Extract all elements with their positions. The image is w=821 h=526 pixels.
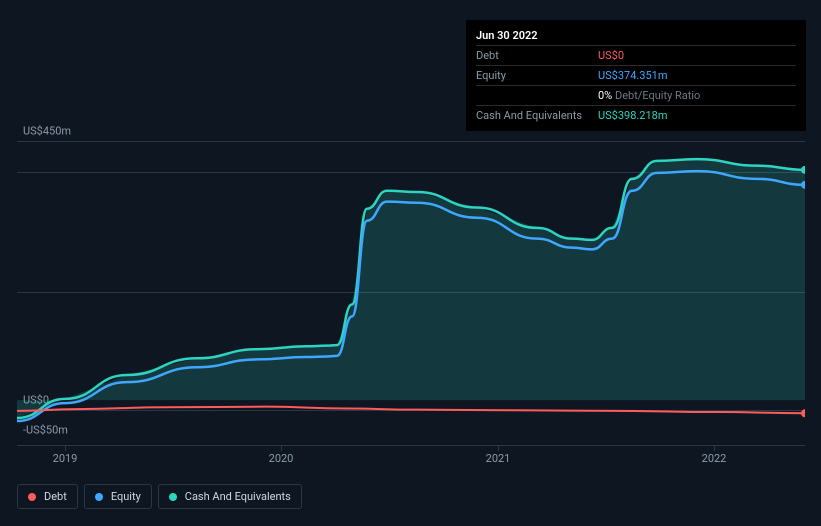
line-debt	[17, 407, 805, 414]
x-axis-label: 2020	[269, 452, 294, 465]
tooltip-value: 0% Debt/Equity Ratio	[598, 89, 796, 102]
tooltip-value: US$0	[598, 49, 796, 62]
x-axis-label: 2019	[53, 452, 78, 465]
tooltip-row-ratio: 0% Debt/Equity Ratio	[476, 85, 796, 105]
x-tick	[714, 445, 715, 451]
tooltip: Jun 30 2022 Debt US$0 Equity US$374.351m…	[466, 20, 806, 131]
x-axis-label: 2022	[702, 452, 727, 465]
x-axis-label: 2021	[486, 452, 511, 465]
tooltip-value: US$398.218m	[598, 109, 796, 122]
legend-label: Cash And Equivalents	[185, 490, 291, 503]
x-tick	[281, 445, 282, 451]
circle-icon	[169, 493, 177, 501]
tooltip-label: Cash And Equivalents	[476, 109, 598, 122]
x-tick	[65, 445, 66, 451]
legend-label: Debt	[44, 490, 67, 503]
tooltip-value: US$374.351m	[598, 69, 796, 82]
tooltip-date: Jun 30 2022	[476, 26, 796, 45]
legend-item-equity[interactable]: Equity	[84, 484, 152, 509]
legend-item-cash[interactable]: Cash And Equivalents	[158, 484, 302, 509]
tooltip-ratio-value: 0%	[598, 89, 612, 102]
tooltip-label	[476, 89, 598, 102]
tooltip-row-cash: Cash And Equivalents US$398.218m	[476, 105, 796, 125]
circle-icon	[95, 493, 103, 501]
x-tick	[498, 445, 499, 451]
circle-icon	[28, 493, 36, 501]
area-cash	[17, 159, 805, 418]
tooltip-ratio-suffix: Debt/Equity Ratio	[612, 89, 700, 102]
end-marker-debt	[801, 409, 805, 417]
tooltip-label: Debt	[476, 49, 598, 62]
x-axis	[17, 445, 805, 446]
legend-label: Equity	[111, 490, 141, 503]
legend-item-debt[interactable]: Debt	[17, 484, 78, 509]
tooltip-row-debt: Debt US$0	[476, 45, 796, 65]
tooltip-label: Equity	[476, 69, 598, 82]
legend: Debt Equity Cash And Equivalents	[17, 484, 302, 509]
tooltip-row-equity: Equity US$374.351m	[476, 65, 796, 85]
